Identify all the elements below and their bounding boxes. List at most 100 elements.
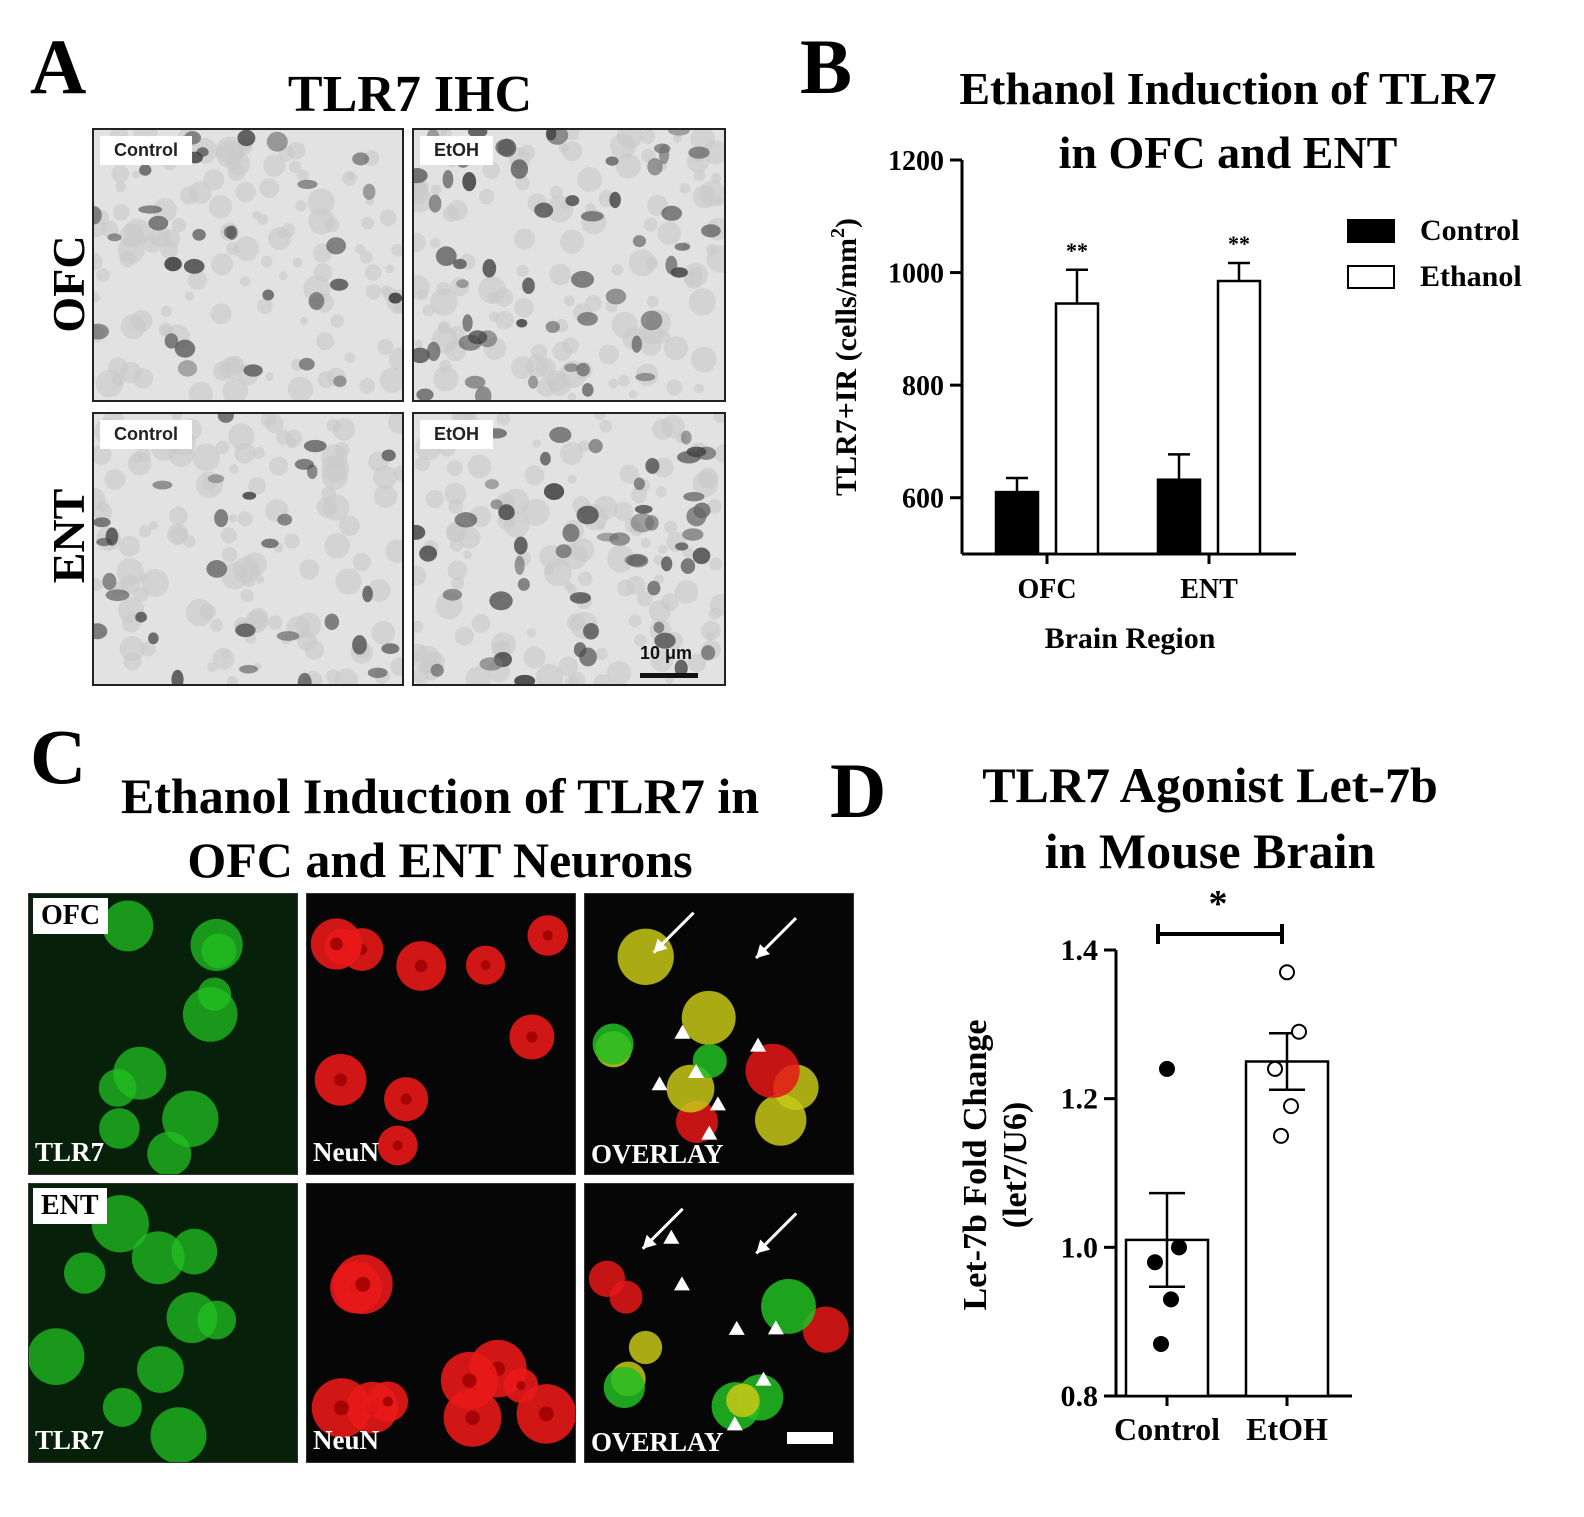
ihc-texture-blob xyxy=(120,314,146,340)
overlay-cell xyxy=(603,1366,645,1409)
ihc-stained-cell xyxy=(579,647,597,667)
ihc-texture-blob xyxy=(255,574,265,584)
arrowhead-marker xyxy=(755,1371,772,1386)
ihc-texture-blob xyxy=(449,325,465,341)
ihc-stained-cell xyxy=(644,515,659,531)
ihc-texture-blob xyxy=(628,614,642,628)
ihc-stained-cell xyxy=(174,339,196,358)
ihc-texture-blob xyxy=(637,591,653,607)
ihc-texture-blob xyxy=(324,533,350,559)
fl-ent-overlay: OVERLAY xyxy=(584,1183,854,1463)
ihc-texture-blob xyxy=(708,607,721,620)
ihc-texture-blob xyxy=(619,464,640,484)
ihc-texture-blob xyxy=(234,236,260,261)
ihc-texture-blob xyxy=(377,338,394,355)
ihc-texture-blob xyxy=(550,185,563,199)
ihc-texture-blob xyxy=(393,302,402,314)
ihc-stained-cell xyxy=(324,613,340,631)
overlay-cell xyxy=(802,1306,849,1353)
ihc-stained-cell xyxy=(562,523,580,543)
ihc-texture-blob xyxy=(303,275,331,303)
ihc-texture-blob xyxy=(563,295,575,307)
ihc-texture-blob xyxy=(269,456,289,476)
ihc-texture-blob xyxy=(594,414,606,421)
ihc-texture-blob xyxy=(379,209,397,227)
ihc-texture-blob xyxy=(611,311,638,339)
ihc-texture-blob xyxy=(115,181,126,193)
ihc-texture-blob xyxy=(549,263,571,286)
ihc-texture-blob xyxy=(673,134,682,143)
ihc-texture-blob xyxy=(371,621,396,645)
ihc-texture-blob xyxy=(391,244,402,257)
ihc-texture-blob xyxy=(248,477,266,495)
fluorescence-texture xyxy=(307,894,575,1174)
ihc-texture-blob xyxy=(364,264,382,281)
ihc-stained-cell xyxy=(633,477,645,491)
ihc-texture-blob xyxy=(630,486,648,504)
channel-label-neun: NeuN xyxy=(313,1137,379,1167)
overlay-cell xyxy=(588,1260,626,1298)
ihc-stained-cell xyxy=(479,657,504,671)
chart-d: TLR7 Agonist Let-7b in Mouse Brain 0.8 1.0 1… xyxy=(957,757,1438,1447)
ihc-stained-cell xyxy=(462,314,473,332)
ihc-stained-cell xyxy=(105,589,130,601)
ihc-texture-blob xyxy=(655,486,667,498)
tlr7-cell xyxy=(197,1300,237,1340)
ihc-texture-blob xyxy=(141,569,169,597)
ihc-texture-blob xyxy=(454,626,474,646)
ihc-texture-blob xyxy=(94,487,106,511)
ihc-stained-cell xyxy=(661,205,683,221)
ihc-stained-cell xyxy=(262,289,275,301)
ihc-stained-cell xyxy=(549,426,572,443)
y-tick-label: 1200 xyxy=(888,146,944,177)
ihc-texture-blob xyxy=(169,506,188,526)
ihc-texture-blob xyxy=(414,339,423,348)
ihc-stained-cell xyxy=(442,170,454,189)
ihc-texture-blob xyxy=(373,484,398,508)
ihc-stained-cell xyxy=(605,156,619,166)
ihc-texture-blob xyxy=(552,341,572,362)
ihc-texture-blob xyxy=(713,414,724,424)
panel-c-letter: C xyxy=(30,713,87,800)
ihc-texture-blob xyxy=(388,414,402,435)
ihc-texture-blob xyxy=(187,270,208,290)
ihc-texture-blob xyxy=(414,565,427,586)
ihc-texture-blob xyxy=(447,199,468,221)
ihc-texture-blob xyxy=(516,264,529,278)
tlr7-cell xyxy=(113,1046,167,1100)
ihc-stained-cell xyxy=(430,663,444,677)
ihc-texture-blob xyxy=(210,303,232,325)
ihc-texture-blob xyxy=(393,465,402,482)
ihc-stained-cell xyxy=(464,375,486,389)
arrow-head xyxy=(642,1234,657,1249)
ihc-stained-cell xyxy=(484,479,499,490)
ihc-stained-cell xyxy=(419,545,438,562)
ihc-texture-blob xyxy=(226,675,239,684)
fluorescence-texture xyxy=(29,894,297,1174)
ihc-texture-blob xyxy=(606,661,632,684)
ihc-texture-blob xyxy=(355,244,365,254)
ihc-stained-cell xyxy=(583,623,600,640)
panel-a-letter: A xyxy=(30,23,87,110)
ihc-texture-blob xyxy=(379,367,402,393)
ihc-texture-blob xyxy=(208,194,233,219)
ihc-texture-blob xyxy=(199,603,217,621)
ihc-stained-cell xyxy=(94,206,102,225)
ihc-stained-cell xyxy=(428,194,442,213)
ihc-texture-blob xyxy=(564,130,580,141)
ihc-texture-blob xyxy=(578,440,590,452)
ihc-texture-blob xyxy=(94,292,101,303)
ihc-texture-blob xyxy=(688,288,717,316)
ihc-stained-cell xyxy=(426,341,441,362)
ihc-stained-cell xyxy=(555,544,572,559)
ihc-stained-cell xyxy=(654,632,676,649)
ihc-texture-blob xyxy=(694,383,705,394)
panel-c-title-line1: Ethanol Induction of TLR7 in xyxy=(120,768,760,824)
ihc-stained-cell xyxy=(217,414,234,423)
ihc-stained-cell xyxy=(362,585,373,603)
ihc-texture-blob xyxy=(530,344,548,361)
ihc-ent-etoh: EtOH xyxy=(412,412,726,686)
ihc-texture-blob xyxy=(608,378,619,389)
ihc-stained-cell xyxy=(693,502,711,519)
ihc-stained-cell xyxy=(675,542,689,551)
